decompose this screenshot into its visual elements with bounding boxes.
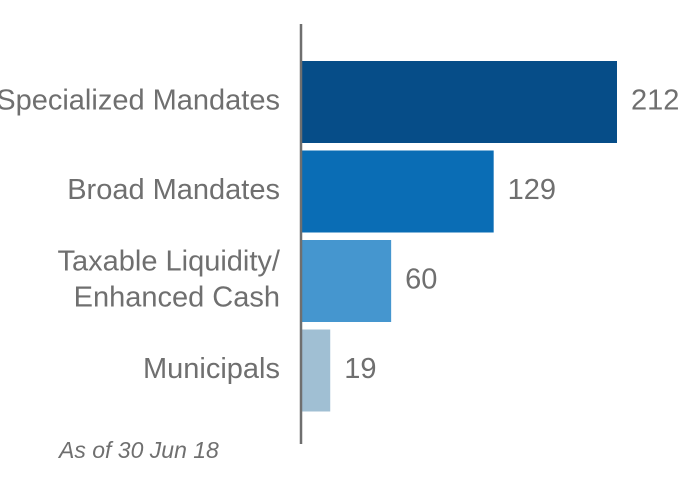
bar-value-label: 212	[631, 85, 679, 117]
bar	[302, 240, 392, 322]
category-label: Specialized Mandates	[0, 85, 280, 117]
bar-value-label: 60	[405, 264, 437, 296]
bars-group	[302, 61, 617, 412]
category-label: Taxable Liquidity/	[58, 246, 281, 278]
as-of-date-note: As of 30 Jun 18	[59, 437, 219, 463]
bar-value-label: 19	[344, 353, 376, 385]
category-label: Enhanced Cash	[74, 282, 280, 314]
bar	[302, 61, 617, 143]
labels-group: 212 Specialized Mandates 129 Broad Mandates…	[0, 85, 679, 386]
bar	[302, 329, 331, 412]
bar	[302, 150, 494, 233]
category-label: Broad Mandates	[67, 174, 280, 206]
category-label: Municipals	[143, 353, 280, 385]
bar-value-label: 129	[508, 174, 556, 206]
